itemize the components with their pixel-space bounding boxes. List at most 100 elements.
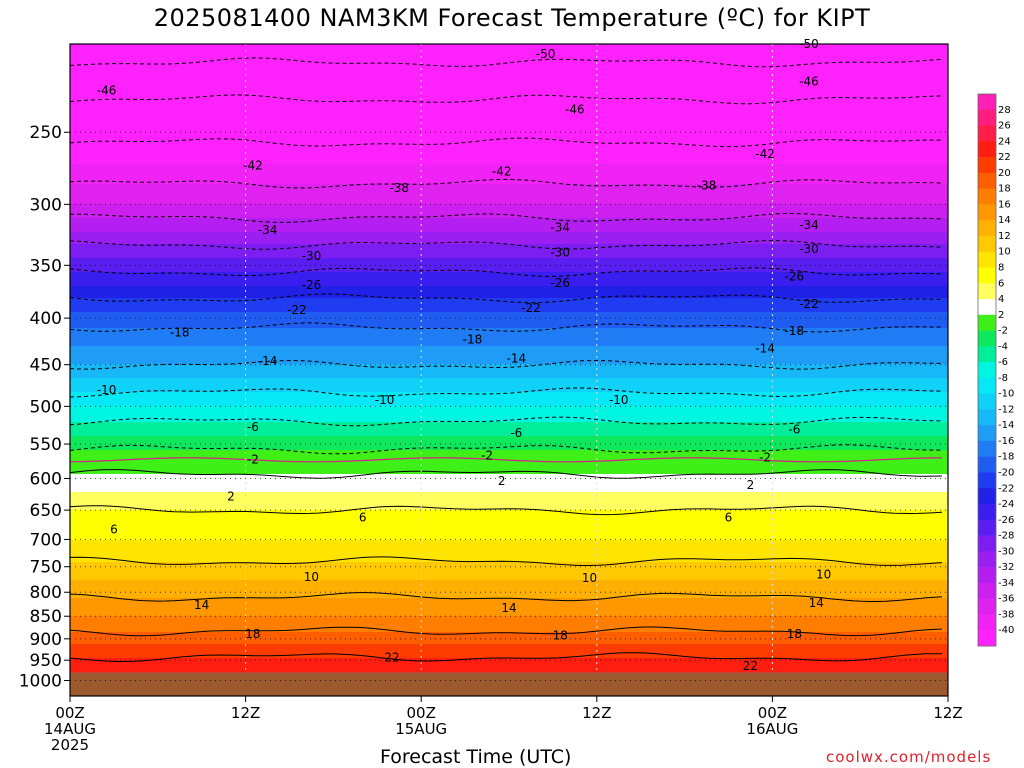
temperature-band [70, 354, 948, 357]
temperature-band [70, 436, 948, 439]
colorbar-swatch [978, 299, 996, 316]
temperature-band [70, 152, 948, 155]
temperature-band [70, 574, 948, 577]
temperature-band [70, 602, 948, 605]
y-axis: 250 300 350 400 450 500 550 600 650 700 750 800 850 9… [19, 123, 70, 691]
temperature-band [70, 310, 948, 313]
temperature-band [70, 422, 948, 425]
temperature-band [70, 394, 948, 397]
colorbar-swatch [978, 94, 996, 111]
temperature-band [70, 236, 948, 239]
contour-label: -46 [799, 75, 819, 89]
contour-label: -22 [799, 297, 819, 311]
temperature-band [70, 84, 948, 87]
temperature-band [70, 388, 948, 391]
colorbar-label: -8 [998, 373, 1008, 384]
plot-area: -50-50-46-46-46-42 -42-42-38 -38-34 -34 -34-… [69, 37, 949, 697]
temperature-band [70, 352, 948, 355]
contour-label: -2 [759, 450, 771, 464]
temperature-band [70, 384, 948, 387]
contour-line [69, 505, 943, 516]
temperature-band [70, 548, 948, 551]
temperature-band [70, 184, 948, 187]
temperature-band [70, 368, 948, 371]
colorbar-label: 6 [998, 278, 1004, 289]
temperature-band [70, 374, 948, 377]
temperature-band [70, 140, 948, 143]
temperature-band [70, 348, 948, 351]
temperature-band [70, 484, 948, 487]
temperature-band [70, 150, 948, 153]
contour-line [69, 387, 943, 398]
contour-label: -6 [247, 420, 259, 434]
temperature-band [70, 644, 948, 647]
temperature-band [70, 272, 948, 275]
temperature-band [70, 200, 948, 203]
temperature-band [70, 646, 948, 649]
temperature-band [70, 372, 948, 375]
colorbar-label: -14 [998, 420, 1014, 431]
temperature-band [70, 462, 948, 465]
temperature-band [70, 626, 948, 629]
temperature-band [70, 296, 948, 299]
contour-line [69, 626, 943, 637]
colorbar-swatch [978, 551, 996, 568]
temperature-band [70, 512, 948, 515]
temperature-band [70, 286, 948, 289]
temperature-band [70, 666, 948, 669]
temperature-band [70, 180, 948, 183]
temperature-band [70, 370, 948, 373]
temperature-band [70, 204, 948, 207]
temperature-band [70, 510, 948, 513]
colorbar-label: -20 [998, 468, 1014, 479]
temperature-band [70, 526, 948, 529]
contour-label: 18 [553, 629, 568, 643]
temperature-band [70, 100, 948, 103]
temperature-band [70, 382, 948, 385]
contour-label: -26 [550, 276, 570, 290]
contour-label: -26 [785, 269, 805, 283]
temperature-band [70, 472, 948, 475]
contour-label: -18 [463, 332, 483, 346]
temperature-band [70, 536, 948, 539]
temperature-band [70, 56, 948, 59]
temperature-band [70, 170, 948, 173]
x-tick-label: 00Z [758, 704, 787, 722]
temperature-band [70, 556, 948, 559]
colorbar-swatch [978, 267, 996, 284]
temperature-band [70, 570, 948, 573]
temperature-band [70, 482, 948, 485]
temperature-band [70, 406, 948, 409]
temperature-band [70, 320, 948, 323]
contour-line [69, 359, 943, 370]
temperature-band [70, 518, 948, 521]
temperature-band [70, 420, 948, 423]
contour-label: -50 [536, 47, 556, 61]
temperature-band [70, 450, 948, 453]
temperature-band [70, 172, 948, 175]
temperature-band [70, 90, 948, 93]
temperature-band [70, 76, 948, 79]
temperature-band [70, 546, 948, 549]
temperature-band [70, 424, 948, 427]
contour-label: -38 [389, 181, 409, 195]
contour-label: -42 [755, 147, 775, 161]
contour-label: -22 [521, 301, 541, 315]
contour-label: -18 [170, 326, 190, 340]
temperature-band [70, 378, 948, 381]
x-tick-label: 12Z [231, 704, 260, 722]
temperature-band [70, 212, 948, 215]
temperature-band [70, 276, 948, 279]
temperature-band [70, 78, 948, 81]
temperature-band [70, 502, 948, 505]
temperature-band [70, 640, 948, 643]
contour-label: -34 [550, 220, 570, 234]
y-tick-label: 350 [30, 256, 62, 276]
temperature-band [70, 248, 948, 251]
temperature-band [70, 592, 948, 595]
contour-label: -30 [799, 242, 819, 256]
temperature-band [70, 292, 948, 295]
temperature-band [70, 600, 948, 603]
